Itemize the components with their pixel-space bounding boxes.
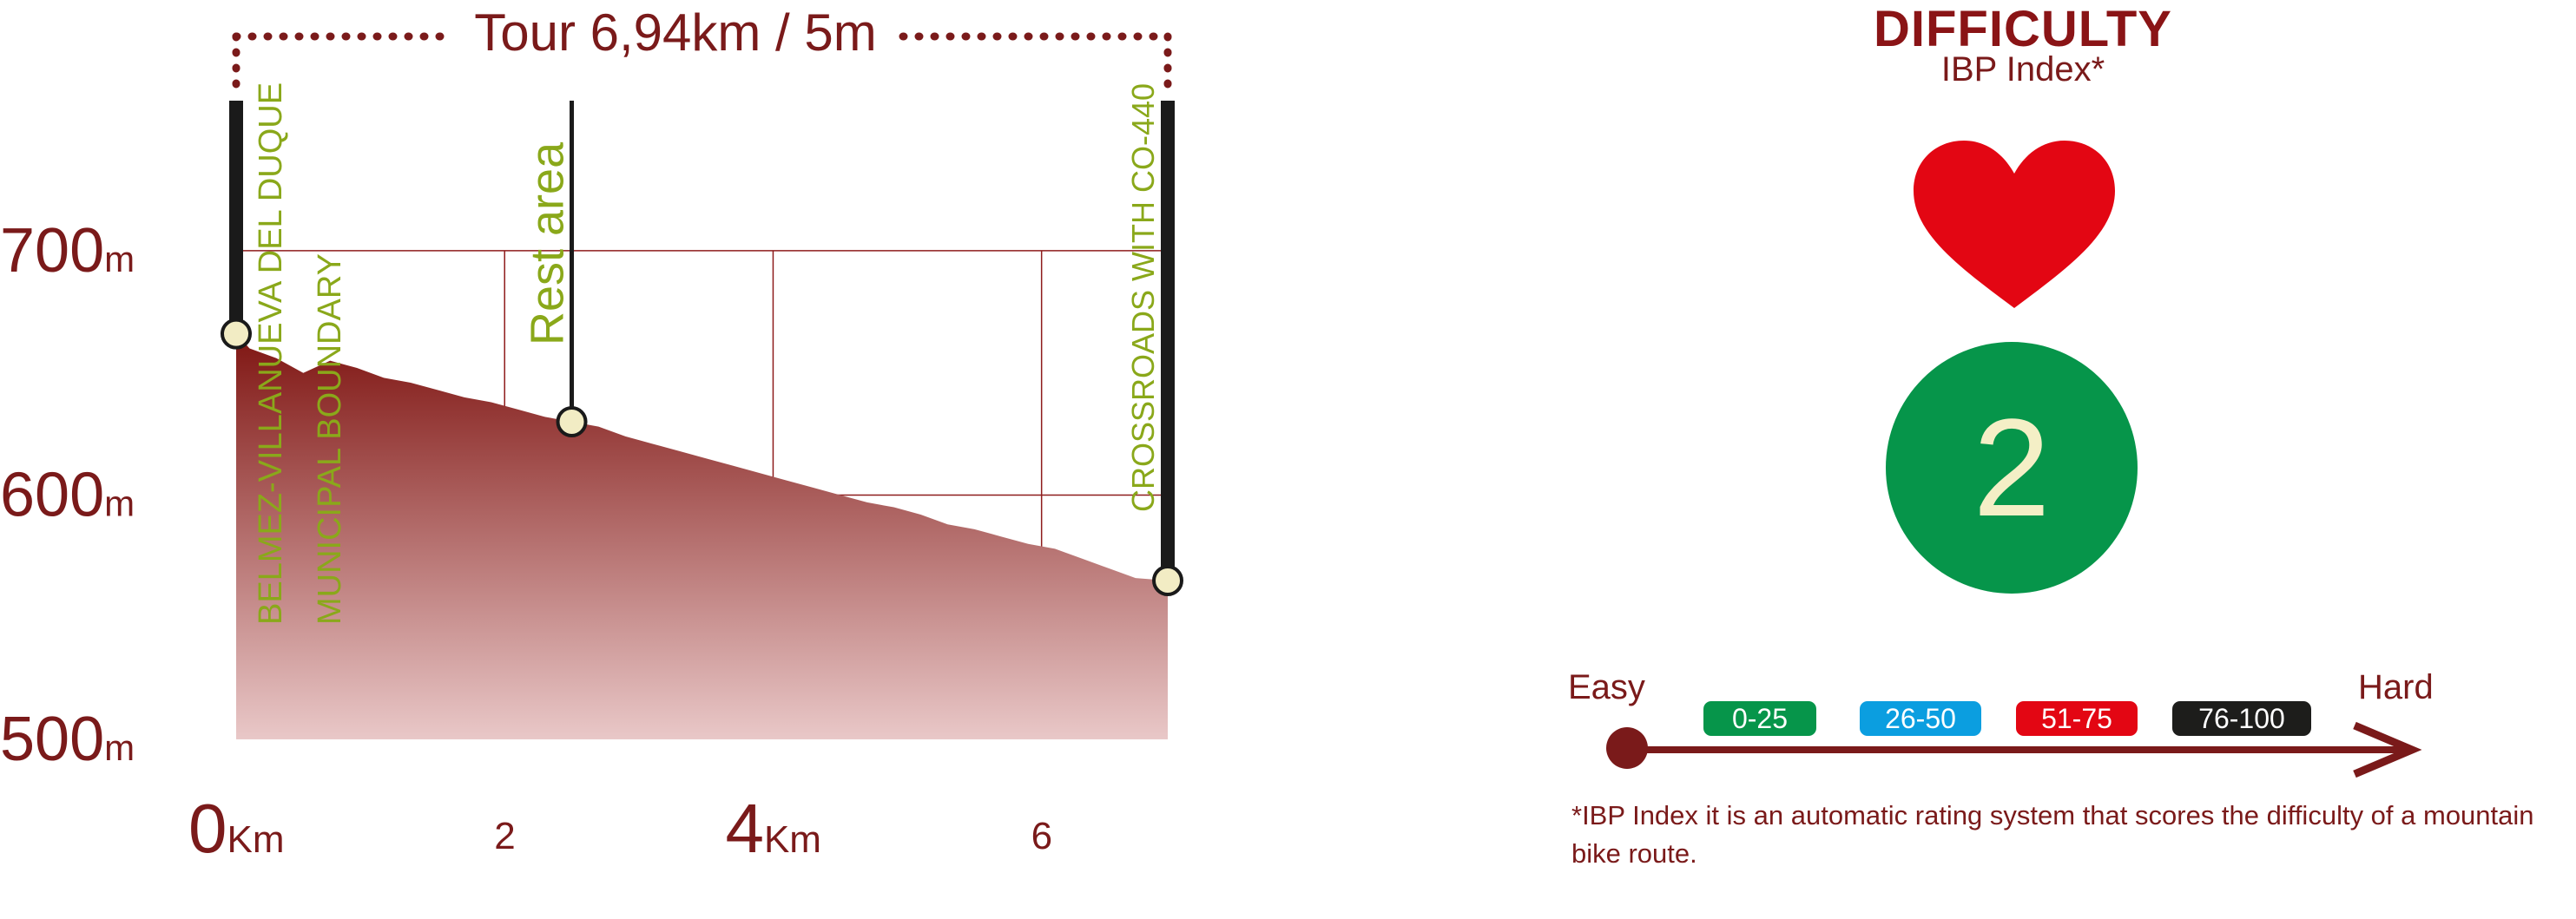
scale-range-very-difficult: 76-100 xyxy=(2172,701,2311,736)
waypoint-label: Rest area xyxy=(522,141,574,345)
difficulty-rating-value: 2 xyxy=(1973,390,2051,545)
heart-icon xyxy=(1914,141,2115,308)
scale-start-dot xyxy=(1606,727,1648,769)
waypoint-dot xyxy=(556,406,588,437)
elevation-profile-chart: BELMEZ-VILLANUEVA DEL DUQUE MUNICIPAL BOU… xyxy=(0,3,1183,867)
difficulty-rating-badge: 2 xyxy=(1886,342,2138,594)
scale-easy-label: Easy xyxy=(1568,668,1645,706)
scale-hard-label: Hard xyxy=(2358,668,2434,706)
ibp-footnote: *IBP Index it is an automatic rating sys… xyxy=(1571,800,2534,869)
chart-title: Tour 6,94km / 5m xyxy=(474,3,877,62)
difficulty-subtitle: IBP Index* xyxy=(1940,50,2105,89)
elevation-area xyxy=(236,333,1168,739)
waypoint-dot xyxy=(1152,565,1183,596)
waypoint-label: MUNICIPAL BOUNDARY xyxy=(312,253,348,625)
x-tick-label: 6 xyxy=(1031,815,1052,857)
y-tick-label: 700m xyxy=(0,216,135,286)
arrow-right-icon xyxy=(2353,721,2422,778)
y-tick-label: 500m xyxy=(0,705,135,774)
scale-range-easy: 0-25 xyxy=(1703,701,1816,736)
x-tick-label: 0Km xyxy=(188,790,285,867)
waypoint-label: CROSSROADS WITH CO-440 xyxy=(1125,83,1161,512)
y-tick-label: 600m xyxy=(0,460,135,529)
waypoint-label: BELMEZ-VILLANUEVA DEL DUQUE xyxy=(253,82,289,625)
difficulty-scale-line xyxy=(1631,746,2412,753)
x-tick-label: 2 xyxy=(494,815,515,857)
scale-range-difficult: 51-75 xyxy=(2016,701,2138,736)
difficulty-title: DIFFICULTY xyxy=(1874,1,2172,57)
scale-range-moderate: 26-50 xyxy=(1860,701,1981,736)
x-tick-label: 4Km xyxy=(725,790,821,867)
waypoint-dot xyxy=(221,318,252,350)
